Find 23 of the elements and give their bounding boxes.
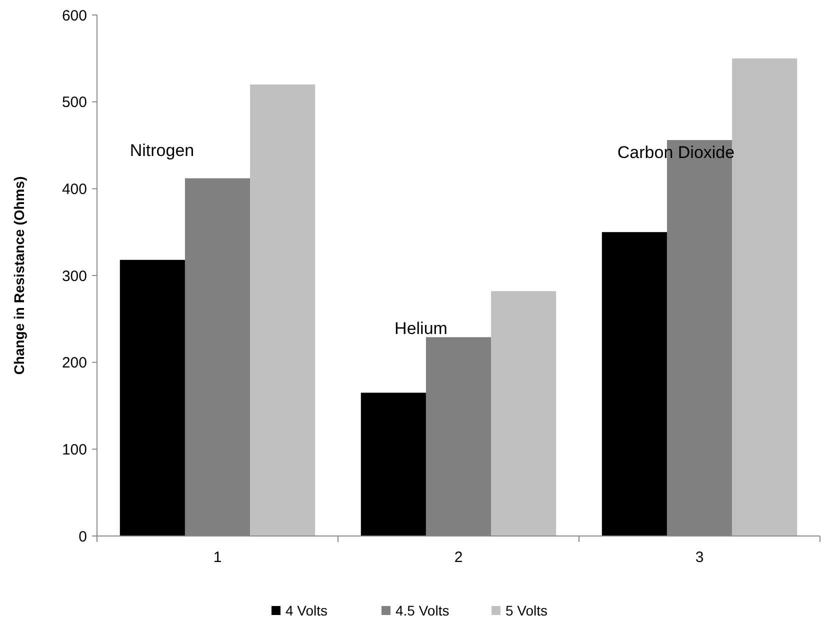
bar	[732, 58, 798, 536]
y-tick-label: 0	[78, 528, 87, 546]
y-tick-label: 400	[62, 180, 87, 198]
annotation: Helium	[394, 318, 448, 338]
bar	[602, 232, 667, 536]
bar	[250, 84, 316, 536]
y-axis-title: Change in Resistance (Ohms)	[11, 176, 27, 375]
annotation: Nitrogen	[130, 140, 194, 160]
y-tick-label: 100	[62, 441, 87, 458]
y-tick-label: 300	[62, 268, 87, 285]
bar	[491, 291, 556, 536]
x-tick-label: 3	[695, 549, 704, 566]
y-tick-label: 600	[62, 7, 87, 24]
annotation: Carbon Dioxide	[617, 142, 735, 162]
bar	[120, 260, 185, 536]
legend-label: 4.5 Volts	[396, 602, 450, 618]
y-tick-label: 500	[62, 94, 87, 112]
y-tick-label: 200	[62, 354, 87, 372]
x-tick-label: 1	[213, 549, 222, 566]
legend-label: 5 Volts	[506, 602, 548, 618]
legend-label: 4 Volts	[286, 602, 328, 618]
bar	[360, 392, 426, 536]
x-tick-label: 2	[454, 549, 463, 566]
